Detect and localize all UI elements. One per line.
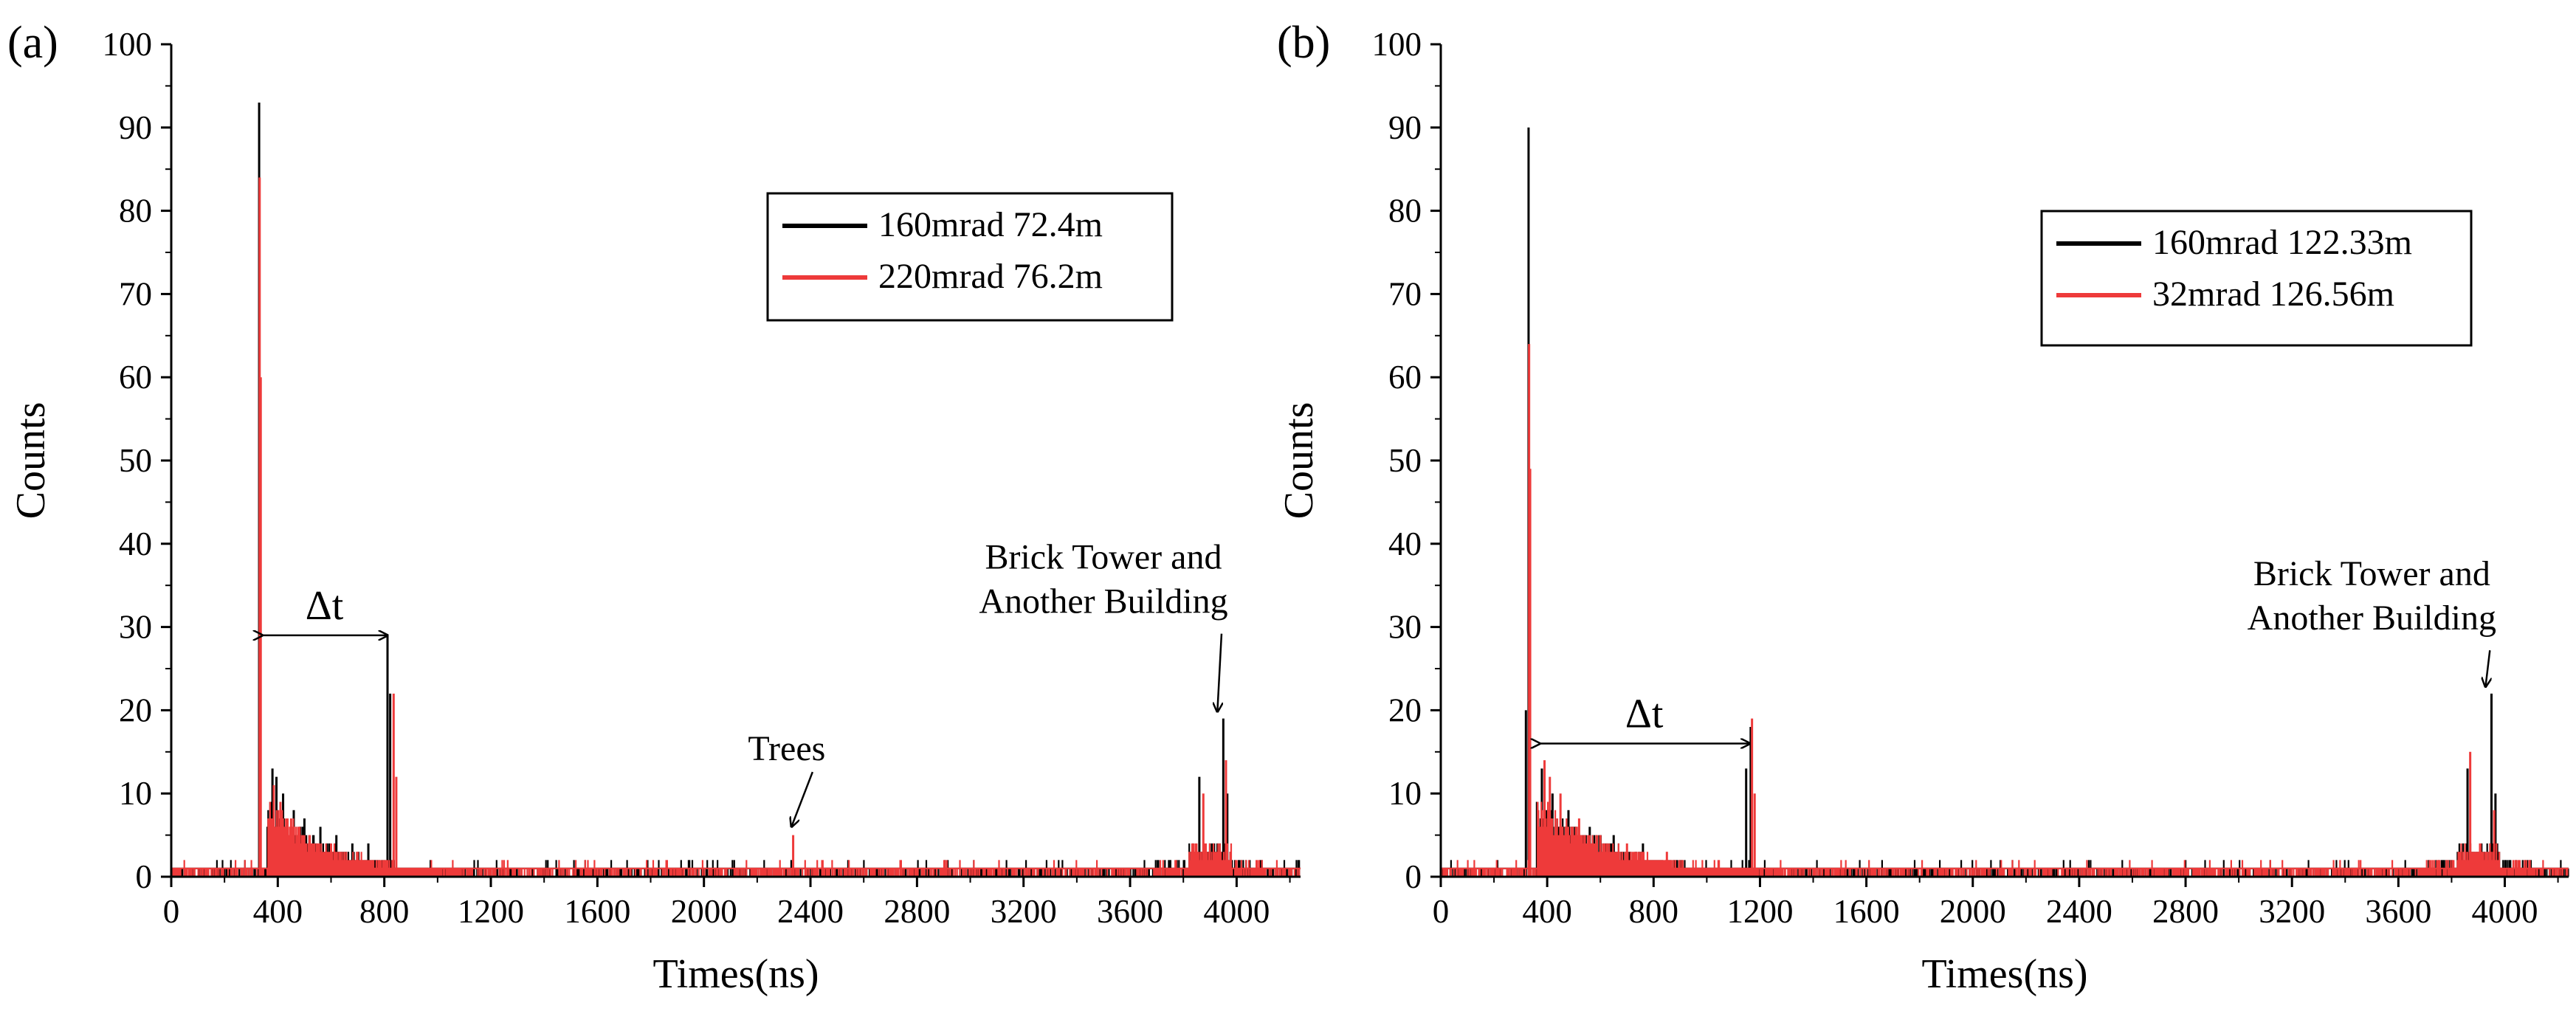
x-tick-label: 0 [1433, 893, 1450, 930]
x-tick-label: 0 [163, 893, 180, 930]
y-tick-label: 100 [1372, 26, 1422, 63]
trees-label: Trees [748, 729, 825, 768]
x-tick-label: 3200 [991, 893, 1057, 930]
building-label: Another Building [2248, 599, 2496, 638]
chart-panel-a: 0 10 20 30 40 50 60 70 80 90 100 0 400 800 1200 1600 200… [7, 18, 1301, 997]
y-tick-label: 40 [119, 525, 152, 562]
legend-box [2040, 210, 2473, 347]
series-noise-1 [170, 801, 1301, 877]
legend-label: 160mrad 72.4m [878, 205, 1103, 244]
y-tick-label: 0 [1405, 858, 1422, 895]
x-tick-label: 2000 [671, 893, 737, 930]
x-tick-label: 800 [1629, 893, 1679, 930]
x-axis-label: Times(ns) [652, 951, 819, 997]
delta-t-label: Δt [1625, 691, 1664, 737]
x-axis-label: Times(ns) [1921, 951, 2087, 997]
x-tick-label: 3600 [2365, 893, 2431, 930]
chart-panel-b: 0 10 20 30 40 50 60 70 80 90 100 0 400 800 1200 1600 200… [1276, 18, 2569, 997]
y-tick-label: 70 [1388, 275, 1422, 312]
building-arrow [1217, 633, 1222, 711]
x-tick-label: 1600 [1833, 893, 1900, 930]
y-tick-label: 10 [1388, 775, 1422, 812]
legend-label: 32mrad 126.56m [2152, 275, 2394, 314]
y-tick-label: 50 [119, 442, 152, 479]
annotation: Trees [748, 729, 825, 827]
legend: 160mrad 72.4m 220mrad 76.2m [766, 192, 1174, 322]
legend-label: 160mrad 122.33m [2152, 223, 2412, 262]
delta-t-label: Δt [306, 583, 344, 629]
panel-label: (a) [7, 18, 58, 68]
y-axis-label: Counts [1276, 402, 1322, 520]
annotation: Δt [1539, 691, 1749, 744]
x-tick-label: 1200 [1726, 893, 1793, 930]
x-tick-label: 800 [359, 893, 410, 930]
x-tick-label: 4000 [1203, 893, 1270, 930]
x-tick-label: 1600 [564, 893, 630, 930]
x-tick-label: 2400 [2046, 893, 2112, 930]
x-tick-label: 2800 [2152, 893, 2219, 930]
y-axis-label: Counts [8, 402, 54, 520]
x-tick-label: 2400 [777, 893, 844, 930]
x-tick-label: 400 [253, 893, 303, 930]
y-tick-label: 70 [119, 275, 152, 312]
y-tick-label: 20 [1388, 691, 1422, 728]
x-tick-label: 4000 [2472, 893, 2538, 930]
y-tick-label: 0 [136, 858, 153, 895]
y-tick-label: 60 [119, 359, 152, 396]
series-noise-1 [1439, 801, 2569, 877]
panel-label: (b) [1277, 18, 1330, 68]
legend-label: 220mrad 76.2m [878, 257, 1103, 296]
y-tick-label: 40 [1388, 525, 1422, 562]
y-tick-label: 30 [119, 609, 152, 646]
building-label: Another Building [979, 582, 1227, 621]
legend-box [766, 192, 1174, 322]
x-tick-label: 2000 [1940, 893, 2006, 930]
y-tick-label: 20 [119, 691, 152, 728]
y-tick-label: 50 [1388, 442, 1422, 479]
y-tick-label: 80 [1388, 193, 1422, 230]
annotation: Brick Tower and Another Building [979, 538, 1228, 711]
y-tick-label: 30 [1388, 609, 1422, 646]
x-tick-label: 1200 [458, 893, 524, 930]
trees-arrow [792, 771, 814, 827]
series-red [1439, 344, 2569, 877]
building-arrow [2485, 650, 2490, 686]
x-tick-label: 2800 [884, 893, 950, 930]
x-tick-label: 3600 [1097, 893, 1163, 930]
y-tick-label: 100 [103, 26, 153, 63]
y-tick-label: 90 [119, 109, 152, 146]
legend: 160mrad 122.33m 32mrad 126.56m [2040, 210, 2473, 347]
building-label: Brick Tower and [2253, 554, 2490, 593]
y-tick-label: 90 [1388, 109, 1422, 146]
annotation: Δt [262, 583, 388, 635]
y-tick-label: 60 [1388, 359, 1422, 396]
x-tick-label: 400 [1522, 893, 1572, 930]
x-tick-label: 3200 [2259, 893, 2325, 930]
building-label: Brick Tower and [985, 538, 1222, 577]
y-tick-label: 80 [119, 193, 152, 230]
y-tick-label: 10 [119, 775, 152, 812]
annotation: Brick Tower and Another Building [2248, 554, 2496, 686]
